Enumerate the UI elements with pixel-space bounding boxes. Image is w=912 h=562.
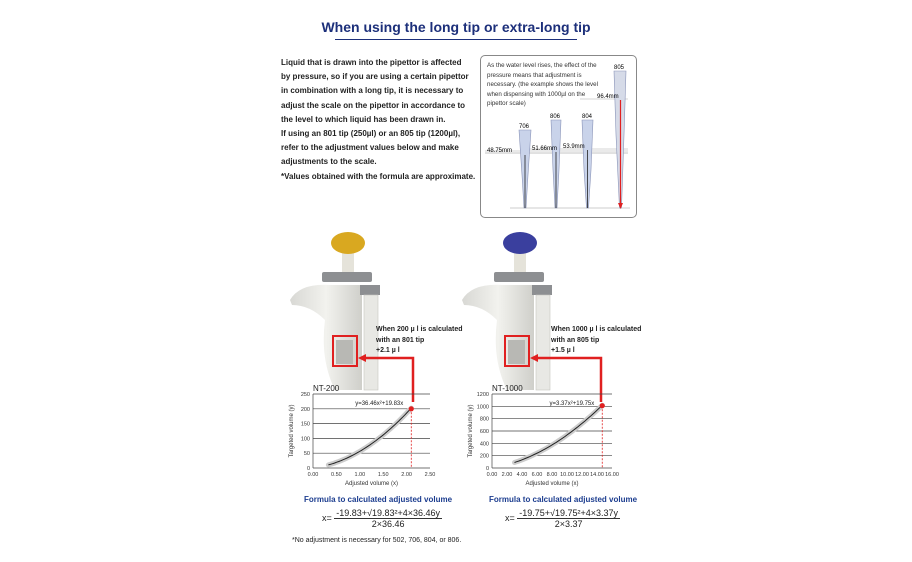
arrow-chart2-to-window — [530, 354, 603, 402]
equation-label: y=3.37x²+19.75x — [550, 401, 595, 407]
callout-line: with an 801 tip — [376, 336, 425, 344]
formula-denominator: 2×3.37 — [554, 519, 583, 529]
scale-window-highlight — [504, 335, 530, 367]
intro-line: *Values obtained with the formula are ap… — [281, 171, 476, 181]
intro-line: Liquid that is drawn into the pipettor i… — [281, 58, 462, 67]
x-tick-label: 4.00 — [517, 472, 528, 478]
tip-label: 804 — [582, 114, 593, 120]
curve-band — [325, 405, 414, 468]
callout-line: with an 805 tip — [551, 336, 600, 344]
y-tick-label: 400 — [480, 441, 489, 447]
formula-numerator: -19.83+√19.83²+4×36.46y — [334, 508, 443, 519]
x-tick-label: 0.00 — [487, 472, 498, 478]
formula-denominator: 2×36.46 — [371, 519, 405, 529]
y-axis-label: Targeted volume (y) — [468, 404, 474, 457]
intro-line: If using an 801 tip (250µl) or an 805 ti… — [281, 129, 461, 139]
callout-line: When 1000 µ l is calculated — [551, 326, 642, 333]
arrow-chart1-to-window — [358, 354, 415, 402]
x-tick-label: 2.00 — [401, 472, 412, 478]
tip-804 — [581, 119, 594, 209]
intro-line: adjust the scale on the pipettor in acco… — [281, 100, 466, 110]
callout-nt-1000: When 1000 µ l is calculated with an 805 … — [551, 325, 641, 357]
equation-label: y=36.46x²+19.83x — [355, 401, 403, 407]
y-tick-label: 200 — [480, 454, 489, 460]
y-tick-label: 600 — [480, 429, 489, 435]
tip-706 — [518, 129, 532, 209]
level-label: 51.66mm — [532, 146, 557, 152]
formula-title: Formula to calculated adjusted volume — [489, 495, 638, 504]
y-tick-label: 200 — [301, 407, 310, 413]
tip-806 — [550, 119, 562, 209]
y-axis-label: Targeted volume (y) — [289, 404, 295, 457]
tip-label: 805 — [614, 65, 625, 71]
x-tick-label: 0.50 — [331, 472, 342, 478]
chart-title: NT-200 — [313, 384, 340, 393]
y-tick-label: 0 — [307, 466, 310, 472]
footnote: *No adjustment is necessary for 502, 706… — [292, 537, 462, 544]
intro-text: Liquid that is drawn into the pipettor i… — [281, 56, 476, 184]
plunger-cap-yellow — [331, 232, 365, 254]
formula-numerator: -19.75+√19.75²+4×3.37y — [517, 508, 621, 519]
tip-label: 706 — [519, 124, 530, 130]
y-tick-label: 0 — [486, 466, 489, 472]
x-tick-label: 16.00 — [605, 472, 619, 478]
x-tick-label: 1.50 — [378, 472, 389, 478]
pipette-nt-1000 — [462, 232, 552, 391]
tip-label: 806 — [550, 114, 561, 120]
tips-illustration: 706 806 804 805 48.75mm 51.66mm 53.9mm 9… — [485, 65, 630, 209]
formula-lhs: x= — [322, 512, 332, 523]
highlight-point — [599, 403, 605, 409]
formula-nt-1000: x= -19.75+√19.75²+4×3.37y 2×3.37 — [505, 508, 621, 529]
x-tick-label: 10.00 — [560, 472, 574, 478]
y-tick-label: 800 — [480, 417, 489, 423]
x-tick-label: 2.00 — [502, 472, 513, 478]
pipette-nt-200 — [290, 232, 380, 391]
x-tick-label: 0.00 — [308, 472, 319, 478]
intro-line: adjustments to the scale. — [281, 157, 377, 167]
tip-level-diagram — [480, 55, 637, 218]
y-tick-label: 1200 — [477, 392, 489, 398]
curve-band — [512, 402, 605, 465]
x-tick-label: 6.00 — [532, 472, 543, 478]
chart-title: NT-1000 — [492, 384, 523, 393]
plunger-cap-blue — [503, 232, 537, 254]
y-tick-label: 250 — [301, 392, 310, 398]
x-axis-label: Adjusted volume (x) — [525, 481, 578, 487]
x-tick-label: 8.00 — [547, 472, 558, 478]
callout-line: +2.1 µ l — [376, 347, 400, 354]
x-tick-label: 12.00 — [575, 472, 589, 478]
formula-nt-200: x= -19.83+√19.83²+4×36.46y 2×36.46 — [322, 508, 443, 529]
page-title: When using the long tip or extra-long ti… — [321, 19, 591, 35]
callout-nt-200: When 200 µ l is calculated with an 801 t… — [376, 325, 463, 357]
formula-lhs: x= — [505, 512, 515, 523]
level-label: 53.9mm — [563, 144, 585, 150]
title-underline — [335, 39, 577, 40]
series-line — [514, 404, 603, 463]
intro-line: refer to the adjustment values below and… — [281, 143, 459, 153]
intro-line: the level to which liquid has been drawn… — [281, 114, 446, 124]
scale-window-highlight — [332, 335, 358, 367]
highlight-point — [408, 406, 414, 412]
y-tick-label: 50 — [304, 451, 310, 457]
x-tick-label: 2.50 — [425, 472, 436, 478]
diagram-note: As the water level rises, the effect of … — [487, 62, 598, 107]
y-tick-label: 150 — [301, 422, 310, 428]
series-line — [328, 407, 412, 466]
level-label: 96.4mm — [597, 94, 619, 100]
y-tick-label: 100 — [301, 436, 310, 442]
tip-805 — [613, 70, 627, 209]
y-tick-label: 1000 — [477, 404, 489, 410]
callout-line: +1.5 µ l — [551, 347, 575, 354]
x-tick-label: 14.00 — [590, 472, 604, 478]
chart-nt-200: NT-200 0 50 100 150 200 250 0.00 0.50 1.00 1.50 2.0… — [289, 384, 436, 487]
x-tick-label: 1.00 — [354, 472, 365, 478]
chart-nt-1000: NT-1000 0 200 400 600 800 1000 1200 0.00 2.00 4.00… — [468, 384, 619, 487]
callout-line: When 200 µ l is calculated — [376, 326, 463, 333]
level-label: 48.75mm — [487, 148, 512, 154]
formula-title: Formula to calculated adjusted volume — [304, 495, 453, 504]
intro-line: by pressure, so if you are using a certa… — [281, 72, 469, 82]
intro-line: in combination with a long tip, it is ne… — [281, 86, 464, 96]
x-axis-label: Adjusted volume (x) — [345, 481, 398, 487]
